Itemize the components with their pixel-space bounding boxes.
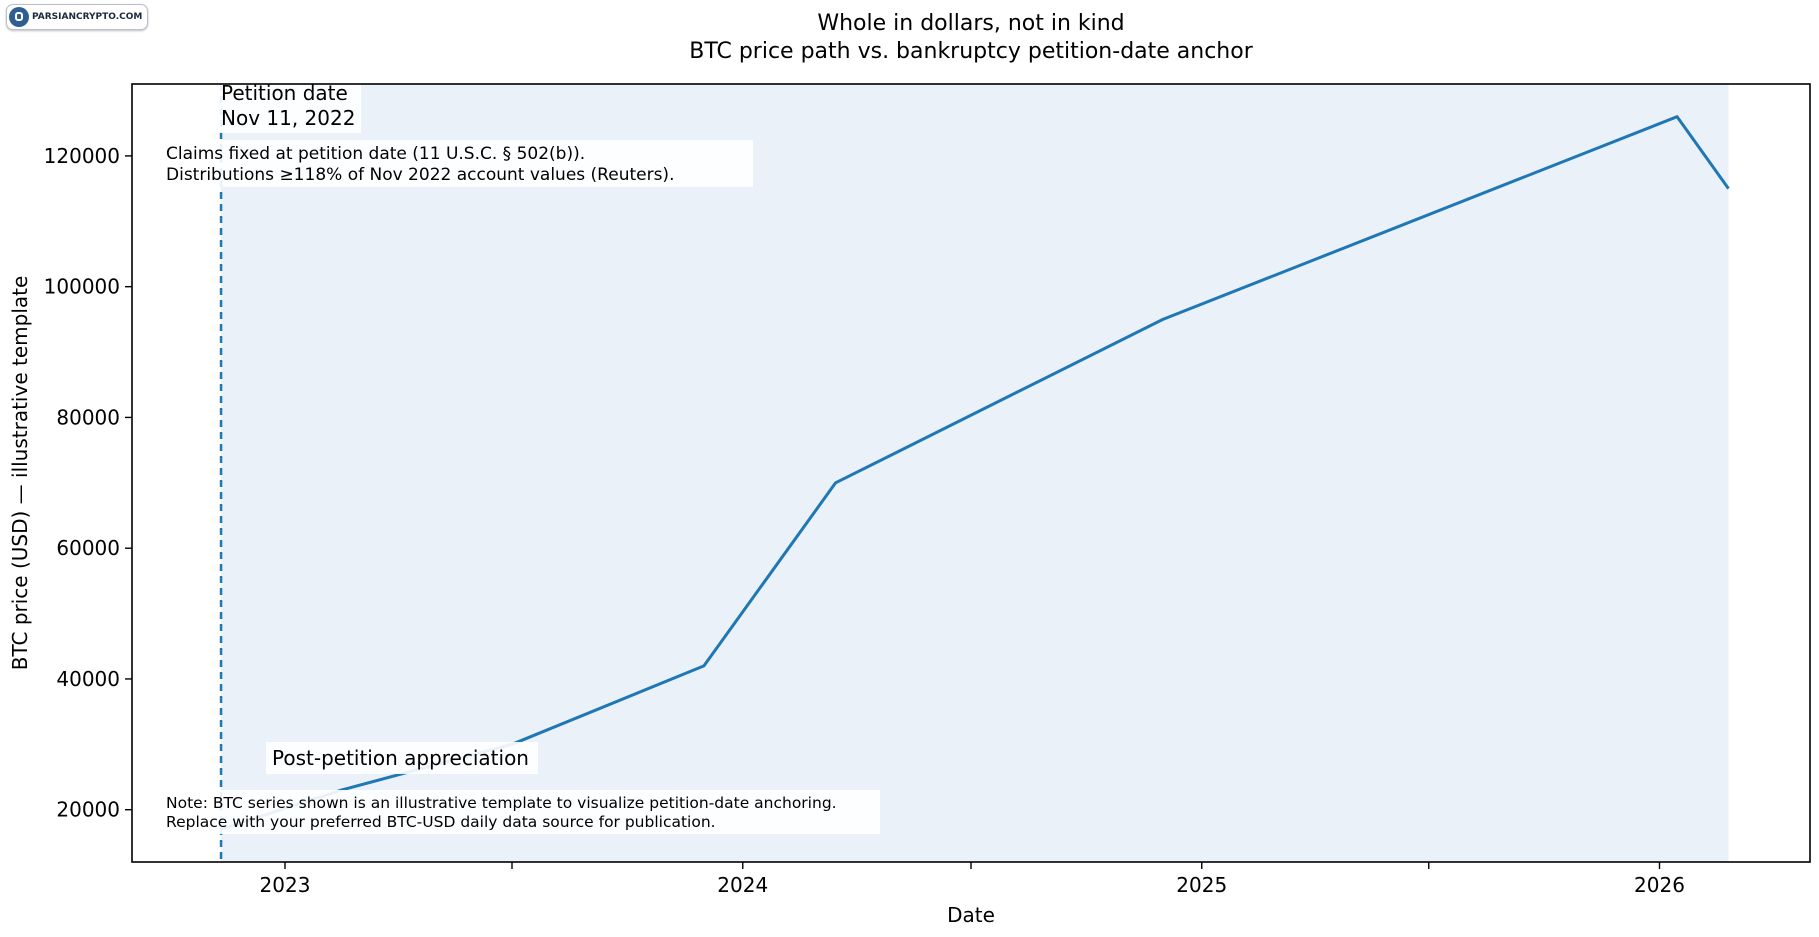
logo-text: PARSIANCRYPTO.COM <box>32 12 143 22</box>
y-tick-label: 40000 <box>56 667 120 691</box>
claims-annotation-line2: Distributions ≥118% of Nov 2022 account … <box>166 165 674 185</box>
x-tick-label: 2024 <box>717 873 768 897</box>
post-petition-shaded-region <box>221 84 1729 862</box>
site-logo: PARSIANCRYPTO.COM <box>6 4 149 30</box>
y-tick-label: 20000 <box>56 798 120 822</box>
petition-label-box <box>216 79 361 133</box>
x-tick-label: 2023 <box>260 873 311 897</box>
petition-label-line1: Petition date <box>221 81 348 105</box>
plot-frame <box>131 83 1811 863</box>
y-axis-label: BTC price (USD) — illustrative template <box>8 276 32 671</box>
y-tick-label: 120000 <box>44 144 120 168</box>
x-tick-label: 2026 <box>1634 873 1685 897</box>
chart-subtitle: BTC price path vs. bankruptcy petition-d… <box>689 39 1253 64</box>
x-tick-label: 2025 <box>1176 873 1227 897</box>
note-box <box>160 790 880 834</box>
y-tick-label: 60000 <box>56 536 120 560</box>
btc-price-line <box>220 115 1730 831</box>
y-tick-label: 80000 <box>56 405 120 429</box>
y-tick-label: 100000 <box>44 275 120 299</box>
claims-annotation-box <box>160 140 753 187</box>
appreciation-label-box <box>266 742 538 774</box>
note-line1: Note: BTC series shown is an illustrativ… <box>166 794 837 812</box>
note-line2: Replace with your preferred BTC-USD dail… <box>166 813 716 831</box>
logo-icon <box>9 7 29 27</box>
claims-annotation-line1: Claims fixed at petition date (11 U.S.C.… <box>166 144 585 164</box>
petition-label-line2: Nov 11, 2022 <box>221 106 355 130</box>
appreciation-label: Post-petition appreciation <box>272 746 529 770</box>
chart-title: Whole in dollars, not in kind <box>817 11 1124 36</box>
x-axis-label: Date <box>947 903 995 927</box>
